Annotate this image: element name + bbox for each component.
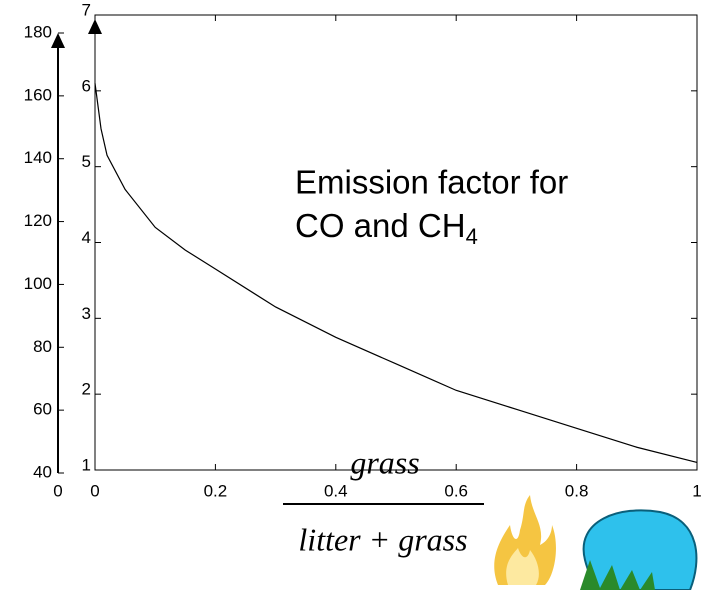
x-tick-label: 0.2 xyxy=(204,481,228,500)
y-tick-label: 2 xyxy=(82,380,91,399)
x-tick-label: 0.8 xyxy=(565,481,589,500)
x-tick-label: 0 xyxy=(90,481,99,500)
y-tick-label: 7 xyxy=(82,0,91,19)
annotation: Emission factor for xyxy=(295,164,568,201)
y2-tick-label: 120 xyxy=(24,211,52,230)
arrow-head xyxy=(51,33,65,48)
x-label-denominator: litter + grass xyxy=(298,521,467,557)
y2-tick-label: 140 xyxy=(24,148,52,167)
y2-tick-label: 40 xyxy=(33,462,52,481)
x-tick-label: 0.6 xyxy=(444,481,468,500)
x-tick-label: 0.4 xyxy=(324,481,348,500)
annotation: CO and CH4 xyxy=(295,207,478,249)
annotation-text: CO and CH xyxy=(295,207,466,244)
line-series xyxy=(94,83,698,463)
y2-tick-label: 100 xyxy=(24,274,52,293)
x2-tick-label: 0 xyxy=(53,481,62,500)
y2-tick-label: 180 xyxy=(24,22,52,41)
y2-tick-label: 160 xyxy=(24,85,52,104)
fire-icon xyxy=(494,495,556,585)
x-label-numerator: grass xyxy=(350,444,419,480)
y-tick-label: 4 xyxy=(82,228,91,247)
annotation-subscript: 4 xyxy=(466,224,478,249)
y-tick-label: 3 xyxy=(82,304,91,323)
y-tick-label: 1 xyxy=(82,455,91,474)
pond-icon xyxy=(580,509,698,590)
y2-tick-label: 80 xyxy=(33,337,52,356)
y2-tick-label: 60 xyxy=(33,400,52,419)
x-tick-label: 1 xyxy=(692,481,701,500)
arrow-head xyxy=(88,19,102,34)
y-tick-label: 5 xyxy=(82,152,91,171)
y-tick-label: 6 xyxy=(82,76,91,95)
